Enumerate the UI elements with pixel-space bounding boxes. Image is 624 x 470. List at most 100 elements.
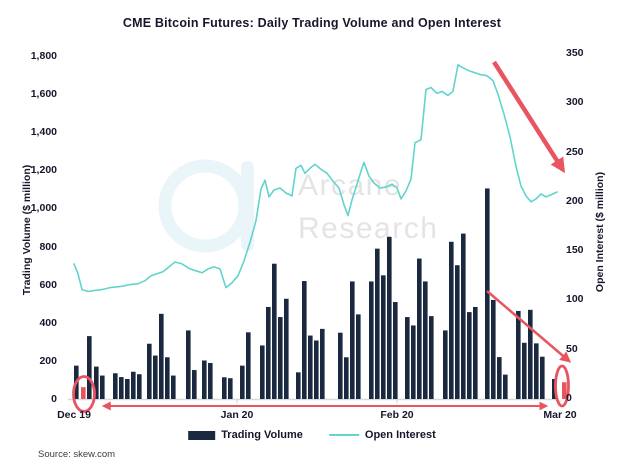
- volume-bar: [296, 372, 301, 399]
- volume-bar: [308, 335, 313, 399]
- left-axis-tick-label: 1,400: [30, 126, 57, 139]
- volume-bar: [455, 265, 460, 399]
- legend-item-trading-volume: Trading Volume: [188, 429, 303, 441]
- x-axis-tick-label: Dec 19: [57, 409, 91, 421]
- source-text: Source: skew.com: [38, 449, 116, 460]
- watermark-text-line2: Research: [298, 212, 439, 245]
- volume-bar: [534, 343, 539, 399]
- volume-bar: [284, 298, 289, 399]
- volume-bar: [272, 263, 277, 399]
- volume-bar-highlighted: [562, 382, 567, 399]
- right-axis-tick-label: 200: [566, 194, 584, 207]
- volume-bar: [246, 332, 251, 399]
- volume-bar: [417, 258, 422, 399]
- volume-bar: [461, 233, 466, 399]
- open-interest-line: [73, 64, 558, 293]
- volume-bar: [147, 343, 152, 399]
- volume-bar: [171, 375, 176, 399]
- volume-bar: [119, 377, 124, 399]
- volume-bar: [381, 275, 386, 399]
- volume-bar: [320, 328, 325, 399]
- left-axis-tick-label: 600: [39, 278, 57, 291]
- volume-bar: [387, 236, 392, 399]
- decline-arrow-volume: [486, 290, 572, 363]
- left-axis-tick-label: 1,200: [30, 164, 57, 177]
- volume-bar: [153, 355, 158, 399]
- volume-bar: [159, 313, 164, 399]
- volume-bar: [528, 309, 533, 399]
- volume-bar: [222, 377, 227, 399]
- watermark-logo-ring: [158, 159, 252, 253]
- volume-bar: [473, 306, 478, 399]
- volume-bar: [491, 299, 496, 399]
- right-axis-tick-label: 350: [566, 47, 584, 59]
- volume-bar: [522, 342, 527, 399]
- volume-bar: [192, 370, 197, 399]
- volume-bar: [87, 336, 92, 399]
- right-axis-tick-label: 150: [566, 244, 584, 257]
- volume-bar: [125, 378, 130, 399]
- volume-bar: [344, 357, 349, 399]
- volume-bar: [497, 357, 502, 399]
- x-axis-tick-label: Feb 20: [380, 409, 414, 421]
- left-axis-tick-label: 800: [39, 240, 57, 253]
- volume-bar: [302, 281, 307, 399]
- volume-bar: [467, 312, 472, 399]
- legend: Trading Volume Open Interest: [188, 429, 436, 441]
- right-axis-tick-label: 300: [566, 96, 584, 109]
- volume-bar: [443, 330, 448, 399]
- volume-bar: [369, 281, 374, 399]
- volume-bar: [503, 374, 508, 399]
- right-axis-tick-label: 250: [566, 145, 584, 158]
- left-axis-tick-label: 400: [39, 316, 57, 329]
- volume-bar: [516, 310, 521, 399]
- volume-bar-highlighted: [81, 387, 86, 399]
- volume-bar: [266, 306, 271, 399]
- x-axis-tick-label: Jan 20: [220, 409, 254, 421]
- volume-bar: [356, 314, 361, 399]
- volume-bar: [405, 317, 410, 399]
- left-axis-tick-label: 1,600: [30, 88, 57, 101]
- watermark-text-line1: Arcane: [298, 169, 403, 202]
- volume-bar: [113, 373, 118, 399]
- open-interest-label: Open Interest: [364, 429, 436, 441]
- volume-bar: [314, 340, 319, 399]
- right-axis-tick-label: 0: [566, 392, 572, 404]
- right-axis-tick-label: 100: [566, 293, 584, 306]
- volume-bar: [260, 345, 265, 399]
- volume-bar: [375, 248, 380, 399]
- trading-volume-label: Trading Volume: [221, 429, 303, 441]
- watermark-logo-bar: [241, 161, 254, 251]
- volume-bar: [449, 241, 454, 399]
- volume-bar: [228, 378, 233, 399]
- left-axis-tick-label: 0: [51, 393, 57, 405]
- open-interest-swatch: [328, 434, 359, 436]
- volume-bar: [350, 281, 355, 399]
- trading-volume-swatch: [188, 430, 216, 440]
- volume-bar: [100, 375, 105, 399]
- volume-bar: [131, 371, 136, 399]
- left-axis-tick-label: 1,800: [30, 50, 57, 62]
- volume-bar: [94, 366, 99, 399]
- volume-bar: [202, 360, 207, 399]
- left-axis-tick-label: 1,000: [30, 202, 57, 215]
- volume-bar: [540, 356, 545, 399]
- x-axis-tick-label: Mar 20: [543, 409, 577, 421]
- volume-bar: [485, 188, 490, 399]
- highlight-circle-right: [554, 364, 570, 408]
- highlight-circle-left: [72, 375, 96, 413]
- volume-bar: [165, 357, 170, 399]
- volume-bar: [338, 332, 343, 399]
- chart-title: CME Bitcoin Futures: Daily Trading Volum…: [122, 16, 502, 30]
- volume-bar: [411, 325, 416, 399]
- volume-bar: [423, 281, 428, 399]
- volume-bar: [240, 365, 245, 399]
- right-axis-tick-label: 50: [566, 342, 578, 355]
- volume-bar: [429, 316, 434, 399]
- volume-bar: [208, 362, 213, 399]
- volume-bar: [278, 317, 283, 399]
- legend-item-open-interest: Open Interest: [328, 429, 436, 441]
- volume-bar: [186, 330, 191, 399]
